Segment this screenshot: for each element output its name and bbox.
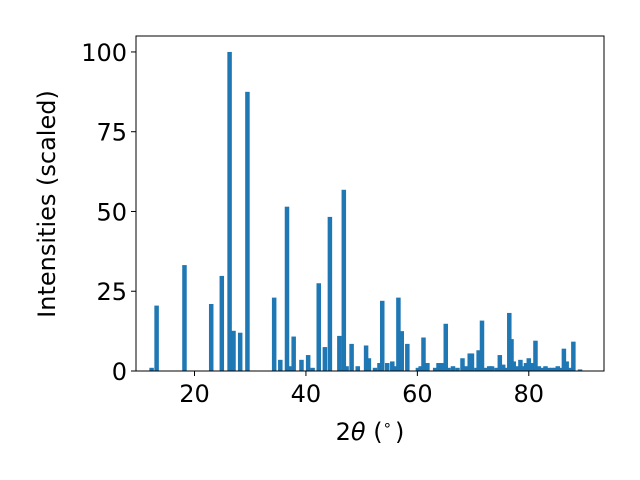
bar <box>500 364 506 371</box>
bar <box>245 91 250 371</box>
bar <box>546 367 552 371</box>
bar <box>231 330 236 371</box>
bar <box>543 366 548 371</box>
bar <box>284 206 290 371</box>
bar <box>154 305 159 371</box>
bar <box>536 366 542 371</box>
bar <box>344 366 349 371</box>
bar <box>385 363 390 371</box>
y-tick-label: 50 <box>96 198 127 226</box>
bar <box>299 359 304 371</box>
y-axis-label: Intensities (scaled) <box>33 90 61 318</box>
bar <box>415 367 421 371</box>
bar <box>443 323 449 371</box>
bar <box>526 358 532 371</box>
bar <box>529 363 534 371</box>
bar <box>564 361 569 371</box>
bar <box>208 304 214 371</box>
bar-series <box>149 51 583 371</box>
bar <box>372 367 378 371</box>
bar <box>479 320 485 371</box>
bar <box>149 367 154 371</box>
bar <box>514 366 520 371</box>
bar <box>418 366 423 371</box>
bar <box>552 367 558 371</box>
bar <box>432 367 438 371</box>
bar <box>337 335 342 371</box>
x-axis-label-theta: θ <box>351 418 366 446</box>
x-axis-label-close: ) <box>395 418 404 446</box>
bar <box>497 355 503 371</box>
bar <box>305 355 311 371</box>
x-axis-label: 2θ (∘) <box>336 416 405 446</box>
bar <box>390 361 395 371</box>
bar <box>558 367 563 371</box>
bar <box>327 216 333 371</box>
bar <box>399 331 405 371</box>
bar <box>439 363 445 371</box>
bar <box>460 358 465 371</box>
bar <box>539 367 545 371</box>
bar <box>476 350 481 371</box>
x-tick-label: 80 <box>514 380 545 408</box>
bar <box>291 336 296 371</box>
y-tick-label: 100 <box>81 39 127 67</box>
bar <box>237 332 243 371</box>
bar <box>469 353 475 371</box>
bar <box>425 363 430 371</box>
bar <box>341 189 347 371</box>
x-tick-label: 20 <box>179 380 210 408</box>
bar <box>486 366 492 371</box>
bar <box>405 343 410 371</box>
bar <box>322 347 328 371</box>
x-axis-label-open: ( <box>366 418 383 446</box>
bar <box>446 367 451 371</box>
bar <box>561 348 567 371</box>
y-tick-label: 0 <box>112 358 127 386</box>
bar <box>219 275 225 371</box>
bar <box>577 369 583 371</box>
y-axis-ticks: 0 25 50 75 100 <box>81 39 136 386</box>
bar <box>310 367 315 371</box>
bar <box>363 345 369 371</box>
x-axis-label-degree: ∘ <box>383 416 392 434</box>
bar <box>571 341 576 371</box>
bar <box>533 340 538 371</box>
bar <box>555 366 561 371</box>
bar <box>286 366 292 371</box>
bar <box>455 367 460 371</box>
bar <box>523 363 529 371</box>
bar <box>271 297 277 371</box>
bar <box>366 358 372 371</box>
y-tick-label: 25 <box>96 278 127 306</box>
bar <box>509 339 514 371</box>
bar <box>349 343 354 371</box>
bar <box>511 361 516 371</box>
bar <box>377 363 382 371</box>
x-axis-label-prefix: 2 <box>336 418 351 446</box>
x-tick-label: 60 <box>402 380 433 408</box>
bar <box>483 367 489 371</box>
bar <box>396 297 401 371</box>
bar <box>182 265 187 371</box>
bar <box>227 51 232 371</box>
bar <box>464 366 469 371</box>
bar <box>355 366 360 371</box>
bar <box>421 337 426 371</box>
bar <box>450 366 456 371</box>
bar <box>494 367 499 371</box>
axes-frame <box>135 35 605 372</box>
bar <box>436 363 441 371</box>
x-axis-ticks: 20 40 60 80 <box>179 371 544 408</box>
bar <box>316 283 321 371</box>
bar <box>489 366 495 371</box>
bar <box>380 300 385 371</box>
y-tick-label: 75 <box>96 119 127 147</box>
x-tick-label: 40 <box>291 380 322 408</box>
bar <box>518 359 523 371</box>
bar <box>278 359 283 371</box>
bar <box>549 367 555 371</box>
bar <box>567 367 573 371</box>
